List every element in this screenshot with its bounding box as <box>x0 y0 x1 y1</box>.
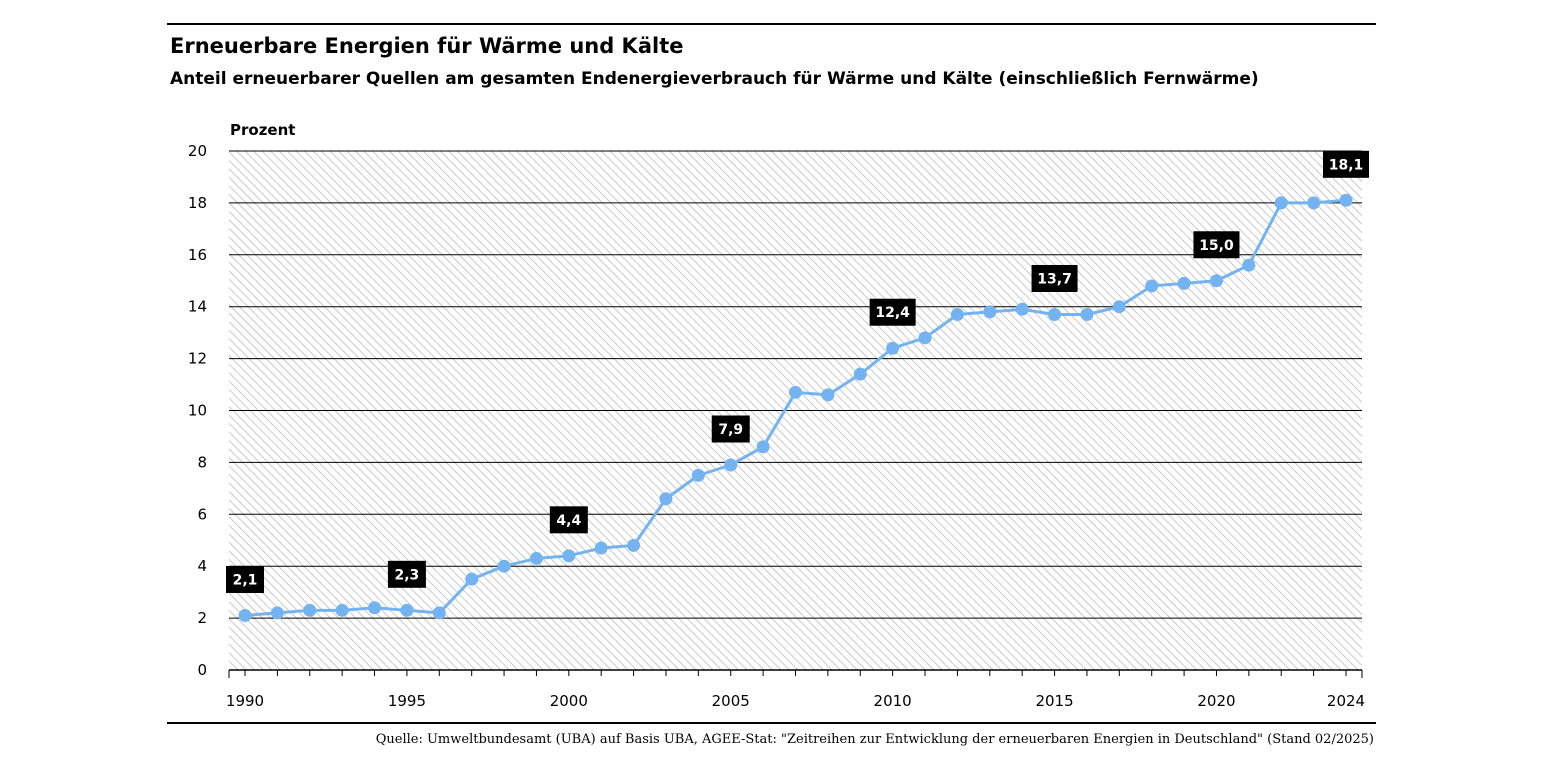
data-point <box>789 385 802 399</box>
data-label-box <box>387 560 426 588</box>
y-tick-label: 14 <box>188 298 207 316</box>
x-tick-label: 2015 <box>1035 692 1073 710</box>
chart-title: Erneuerbare Energien für Wärme und Kälte <box>170 34 684 58</box>
data-point <box>465 572 479 586</box>
data-label-box <box>549 506 588 534</box>
chart-subtitle: Anteil erneuerbarer Quellen am gesamten … <box>170 69 1259 89</box>
data-point <box>335 603 349 617</box>
data-label-text: 2,1 <box>233 573 258 589</box>
y-tick-label: 18 <box>188 194 207 212</box>
data-point <box>1145 279 1159 293</box>
bottom-rule <box>167 722 1376 724</box>
data-point <box>691 468 705 482</box>
data-point <box>432 606 446 620</box>
x-tick-label: 2010 <box>874 692 912 710</box>
data-label-text: 4,4 <box>556 513 581 529</box>
data-point <box>562 549 576 563</box>
y-tick-label: 6 <box>197 505 207 523</box>
x-tick-label: 1995 <box>388 692 426 710</box>
data-point <box>238 609 252 623</box>
source-note: Quelle: Umweltbundesamt (UBA) auf Basis … <box>375 732 1374 747</box>
data-point <box>1209 274 1223 288</box>
data-point <box>983 305 997 319</box>
data-label-text: 12,4 <box>875 305 910 321</box>
y-tick-label: 2 <box>197 609 207 627</box>
y-tick-label: 16 <box>188 246 207 264</box>
data-label-text: 7,9 <box>718 422 743 438</box>
data-label-box <box>1031 264 1078 292</box>
x-tick-label: 2000 <box>550 692 588 710</box>
data-label-box <box>711 415 750 443</box>
data-point <box>400 603 414 617</box>
data-label: 2,3 <box>387 560 426 588</box>
data-label-text: 2,3 <box>395 567 420 583</box>
y-tick-label: 10 <box>188 402 207 420</box>
y-tick-label: 8 <box>197 453 207 471</box>
data-point <box>1080 307 1094 321</box>
data-point <box>659 492 673 506</box>
data-point <box>1015 302 1029 316</box>
data-point <box>853 367 867 381</box>
data-label-text: 13,7 <box>1037 271 1072 287</box>
data-point <box>529 551 543 565</box>
data-point <box>1274 196 1288 210</box>
data-point <box>821 388 835 402</box>
data-label: 4,4 <box>549 506 588 534</box>
data-point <box>627 538 641 552</box>
x-tick-label: 2005 <box>712 692 750 710</box>
data-label: 12,4 <box>869 298 916 326</box>
x-tick-label: 2020 <box>1197 692 1235 710</box>
data-point <box>303 603 317 617</box>
x-tick-label: 2024 <box>1327 692 1365 710</box>
data-label: 2,1 <box>226 566 264 594</box>
data-point <box>1048 307 1062 321</box>
data-point <box>1112 300 1126 314</box>
data-label-box <box>869 298 916 326</box>
data-label-text: 15,0 <box>1199 238 1234 254</box>
data-label: 7,9 <box>711 415 750 443</box>
data-point <box>886 341 900 355</box>
data-label: 18,1 <box>1323 150 1369 178</box>
data-point <box>1242 258 1256 272</box>
data-label: 15,0 <box>1193 231 1240 259</box>
data-point <box>270 606 284 620</box>
y-tick-label: 12 <box>188 350 207 368</box>
data-label-text: 18,1 <box>1329 157 1364 173</box>
y-tick-label: 0 <box>197 661 207 679</box>
data-point <box>918 331 932 345</box>
data-point <box>724 458 738 472</box>
data-point <box>497 559 511 573</box>
data-point <box>756 440 770 454</box>
data-point <box>1339 193 1353 207</box>
y-tick-label: 4 <box>197 557 207 575</box>
data-label: 13,7 <box>1031 264 1078 292</box>
y-axis-label: Prozent <box>230 121 295 139</box>
x-tick-label: 1990 <box>226 692 264 710</box>
data-label-box <box>1323 150 1369 178</box>
data-point <box>1307 196 1321 210</box>
data-label-box <box>1193 231 1240 259</box>
data-point <box>594 541 608 555</box>
y-tick-label: 20 <box>188 142 207 160</box>
data-point <box>1177 276 1191 290</box>
top-rule <box>167 23 1376 25</box>
data-point <box>368 601 382 615</box>
data-label-box <box>226 566 264 594</box>
data-point <box>950 307 964 321</box>
